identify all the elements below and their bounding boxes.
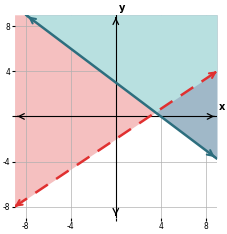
Text: y: y xyxy=(118,3,124,13)
Text: x: x xyxy=(218,102,225,112)
